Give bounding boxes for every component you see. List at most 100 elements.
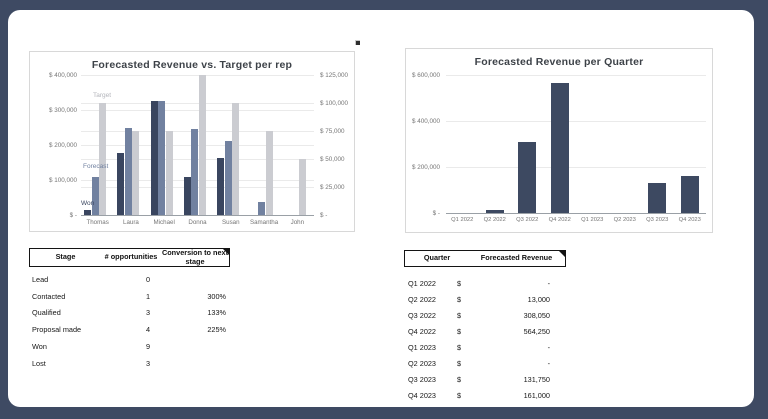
- cell-quarter-q4-2023[interactable]: Q4 2023: [408, 391, 436, 400]
- bar-target-samantha[interactable]: [265, 131, 273, 215]
- cell-opportunities-qualified[interactable]: 3: [145, 308, 150, 318]
- cell-revenue-q2-2023[interactable]: -: [547, 359, 550, 368]
- cell-currency-q2-2023[interactable]: $: [457, 359, 462, 368]
- x-axis-label-q2-2022: Q2 2022: [483, 217, 506, 223]
- header-quarter[interactable]: Quarter: [423, 253, 451, 263]
- right-axis-tick-label: $ -: [320, 211, 328, 219]
- x-axis-line: [81, 215, 314, 216]
- cell-quarter-q3-2023[interactable]: Q3 2023: [408, 375, 436, 384]
- cell-currency-q1-2022[interactable]: $: [457, 279, 462, 288]
- x-axis-line: [446, 213, 706, 214]
- cell-quarter-q3-2022[interactable]: Q3 2022: [408, 311, 436, 320]
- y-axis-tick-label: $ -: [432, 209, 440, 217]
- cell-stage-proposal-made[interactable]: Proposal made: [32, 325, 82, 335]
- bar-target-susan[interactable]: [232, 103, 240, 215]
- cell-conversion-proposal-made[interactable]: 225%: [207, 325, 226, 335]
- cell-revenue-q4-2022[interactable]: 564,250: [523, 327, 550, 336]
- bar-q4-2023[interactable]: [680, 175, 699, 213]
- header-conversion-to-next-stage[interactable]: Conversion to next stage: [161, 248, 229, 266]
- bar-forecast-michael[interactable]: [158, 101, 166, 215]
- x-axis-label-q4-2022: Q4 2022: [548, 217, 571, 223]
- x-axis-label-q4-2023: Q4 2023: [678, 217, 701, 223]
- grid-line: [81, 110, 314, 111]
- cell-revenue-q3-2023[interactable]: 131,750: [523, 375, 550, 384]
- cell-quarter-q2-2023[interactable]: Q2 2023: [408, 359, 436, 368]
- cell-stage-lost[interactable]: Lost: [32, 358, 46, 368]
- bar-forecast-thomas[interactable]: [91, 176, 99, 215]
- cell-opportunities-contacted[interactable]: 1: [145, 291, 150, 301]
- cell-quarter-q4-2022[interactable]: Q4 2022: [408, 327, 436, 336]
- cell-currency-q4-2023[interactable]: $: [457, 391, 462, 400]
- cell-quarter-q2-2022[interactable]: Q2 2022: [408, 295, 436, 304]
- cell-opportunities-lead[interactable]: 0: [145, 275, 150, 284]
- x-axis-label-q3-2023: Q3 2023: [646, 217, 669, 223]
- x-axis-label-michael: Michael: [153, 219, 175, 226]
- cell-revenue-q1-2023[interactable]: -: [547, 343, 550, 352]
- header-stage[interactable]: Stage: [55, 252, 76, 262]
- y-axis-tick-label: $ 400,000: [411, 117, 440, 125]
- bar-forecast-samantha[interactable]: [258, 201, 266, 215]
- bar-q3-2022[interactable]: [518, 142, 536, 213]
- bar-target-laura[interactable]: [132, 131, 140, 215]
- header--opportunities[interactable]: # opportunities: [104, 252, 158, 262]
- bar-won-susan[interactable]: [217, 157, 225, 215]
- x-axis-label-q1-2023: Q1 2023: [581, 217, 604, 223]
- selection-handle-icon[interactable]: [355, 40, 360, 45]
- header-forecasted-revenue[interactable]: Forecasted Revenue: [480, 253, 553, 263]
- quarter-revenue-chart[interactable]: Forecasted Revenue per Quarter $ 600,000…: [405, 48, 713, 233]
- bar-won-donna[interactable]: [183, 176, 191, 215]
- cell-stage-won[interactable]: Won: [32, 341, 47, 351]
- cell-stage-lead[interactable]: Lead: [32, 275, 49, 284]
- grid-line: [446, 121, 706, 122]
- left-axis-tick-label: $ 300,000: [48, 106, 77, 114]
- cell-conversion-qualified[interactable]: 133%: [207, 308, 226, 318]
- y-axis-tick-label: $ 600,000: [411, 71, 440, 79]
- cell-currency-q2-2022[interactable]: $: [457, 295, 462, 304]
- bar-forecast-laura[interactable]: [124, 128, 132, 215]
- bar-won-thomas[interactable]: [84, 210, 91, 215]
- cell-conversion-contacted[interactable]: 300%: [207, 291, 226, 301]
- cell-quarter-q1-2022[interactable]: Q1 2022: [408, 279, 436, 288]
- bar-q2-2022[interactable]: [485, 210, 504, 213]
- x-axis-label-thomas: Thomas: [86, 219, 109, 226]
- cell-revenue-q2-2022[interactable]: 13,000: [527, 295, 550, 304]
- rep-chart-plot-area: $ 400,000 $ 300,000 $ 200,000 $ 100,000 $ - $…: [30, 52, 354, 231]
- series-label-target: Target: [93, 92, 112, 99]
- quarter-table-header: Quarter Forecasted Revenue: [404, 250, 566, 267]
- bar-target-thomas[interactable]: [99, 103, 107, 215]
- cell-revenue-q3-2022[interactable]: 308,050: [523, 311, 550, 320]
- cell-currency-q3-2022[interactable]: $: [457, 311, 462, 320]
- cell-opportunities-proposal-made[interactable]: 4: [145, 325, 150, 335]
- grid-line: [446, 75, 706, 76]
- bar-forecast-susan[interactable]: [224, 140, 232, 215]
- cell-opportunities-won[interactable]: 9: [145, 341, 150, 351]
- cell-currency-q4-2022[interactable]: $: [457, 327, 462, 336]
- grid-line: [81, 75, 314, 76]
- series-label-won: Won: [81, 200, 95, 207]
- left-axis-tick-label: $ 400,000: [48, 71, 77, 79]
- cell-revenue-q4-2023[interactable]: 161,000: [523, 391, 550, 400]
- cell-revenue-q1-2022[interactable]: -: [547, 279, 550, 288]
- bar-target-michael[interactable]: [165, 131, 173, 215]
- cell-opportunities-lost[interactable]: 3: [145, 358, 150, 368]
- rep-revenue-chart[interactable]: Forecasted Revenue vs. Target per rep $ …: [29, 51, 355, 232]
- bar-target-donna[interactable]: [199, 75, 207, 215]
- x-axis-label-q2-2023: Q2 2023: [613, 217, 636, 223]
- cell-stage-qualified[interactable]: Qualified: [32, 308, 61, 318]
- bar-won-michael[interactable]: [150, 101, 158, 215]
- cell-stage-contacted[interactable]: Contacted: [32, 291, 66, 301]
- bar-target-john[interactable]: [298, 159, 306, 215]
- bar-q4-2022[interactable]: [550, 83, 569, 213]
- quarter-chart-plot-area: $ 600,000 $ 400,000 $ 200,000 $ - Q1 2022 Q2 …: [406, 49, 712, 232]
- bar-forecast-donna[interactable]: [191, 129, 199, 215]
- bar-won-laura[interactable]: [117, 152, 125, 215]
- bar-q3-2023[interactable]: [648, 182, 666, 213]
- cell-quarter-q1-2023[interactable]: Q1 2023: [408, 343, 436, 352]
- cell-currency-q1-2023[interactable]: $: [457, 343, 462, 352]
- right-axis-tick-label: $ 100,000: [320, 99, 349, 107]
- x-axis-label-q1-2022: Q1 2022: [451, 217, 474, 223]
- note-corner-icon: [223, 249, 229, 255]
- cell-currency-q3-2023[interactable]: $: [457, 375, 462, 384]
- y-axis-tick-label: $ 200,000: [411, 163, 440, 171]
- grid-line: [446, 167, 706, 168]
